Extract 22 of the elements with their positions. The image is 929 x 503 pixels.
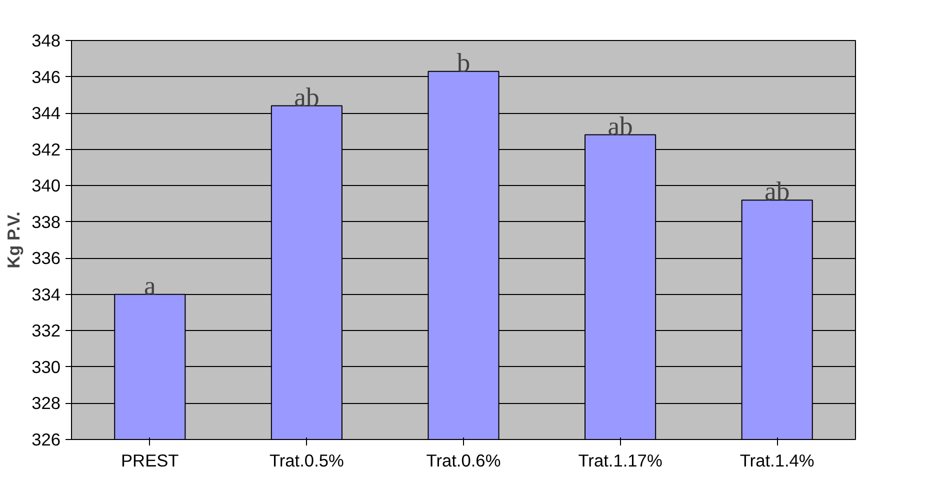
y-tick-label: 342 [32, 139, 61, 160]
x-tick-label: Trat.1.4% [740, 450, 814, 470]
y-tick-label: 348 [32, 30, 61, 50]
y-tick-label: 340 [32, 176, 61, 196]
annotation: b [456, 47, 470, 78]
x-tick-label: Trat.0.5% [269, 450, 344, 470]
annotation: a [144, 270, 156, 300]
y-tick-label: 328 [32, 393, 61, 414]
y-tick-label: 330 [32, 356, 61, 377]
annotation: ab [608, 110, 633, 141]
y-tick-label: 334 [32, 284, 61, 304]
y-axis-title: Kg P.V. [4, 212, 24, 268]
y-tick-label: 332 [32, 320, 61, 341]
y-tick-label: 344 [32, 103, 61, 124]
annotation: ab [294, 82, 320, 112]
y-tick-label: 336 [32, 248, 61, 268]
y-tick-label: 338 [32, 212, 61, 232]
x-tick-label: Trat.0.6% [426, 450, 501, 470]
x-tick-label: PREST [121, 450, 180, 470]
x-tick-label: Trat.1.17% [578, 450, 662, 470]
y-tick-label: 326 [32, 430, 61, 450]
y-tick-label: 346 [32, 66, 61, 87]
